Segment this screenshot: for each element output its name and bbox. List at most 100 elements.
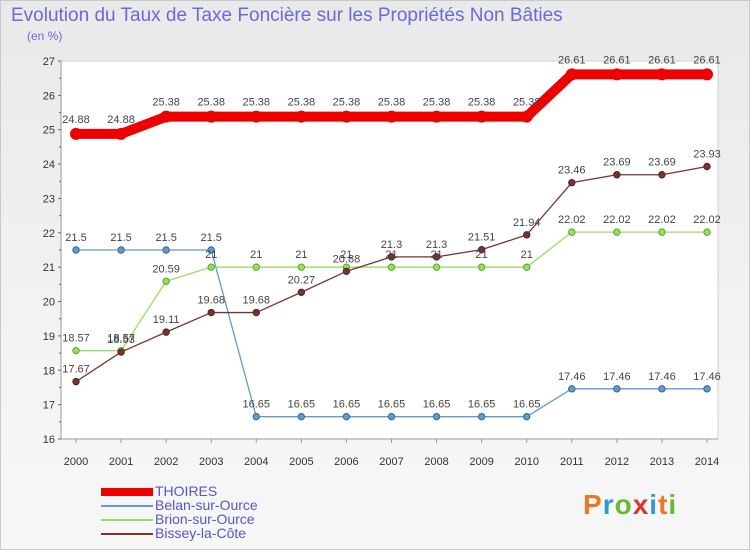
data-label: 25.38 <box>468 97 496 109</box>
data-label: 20.27 <box>288 274 316 286</box>
data-label: 26.61 <box>603 54 631 66</box>
data-point <box>117 348 125 356</box>
proxiti-logo[interactable]: Proxiti <box>583 489 677 521</box>
data-point <box>613 171 621 179</box>
data-point <box>658 385 666 393</box>
y-tick-label: 21 <box>43 262 55 274</box>
logo-letter: t <box>658 489 669 520</box>
data-point <box>477 263 486 271</box>
legend-swatch <box>101 505 153 507</box>
data-point <box>568 178 576 187</box>
x-tick-label: 2011 <box>560 456 584 468</box>
x-tick-label: 2012 <box>605 456 629 468</box>
data-point <box>250 110 263 123</box>
data-point <box>72 346 80 355</box>
data-point <box>297 263 306 271</box>
x-tick-label: 2001 <box>109 456 133 468</box>
data-label: 21.5 <box>65 232 86 244</box>
data-label: 22.02 <box>558 214 586 226</box>
data-point <box>523 231 531 239</box>
logo-letter: i <box>649 489 659 520</box>
y-tick-label: 23 <box>43 193 55 205</box>
data-label: 18.57 <box>62 333 90 345</box>
data-point <box>295 110 308 123</box>
data-label: 19.68 <box>197 295 225 307</box>
logo-letter: x <box>632 489 650 520</box>
data-point <box>252 412 260 421</box>
data-point <box>340 110 353 123</box>
data-label: 23.69 <box>648 157 676 169</box>
y-tick-label: 27 <box>43 56 55 68</box>
x-tick-label: 2003 <box>199 456 223 468</box>
data-label: 20.59 <box>152 263 180 275</box>
data-label: 16.65 <box>423 399 451 411</box>
data-label: 24.88 <box>62 114 90 126</box>
y-tick-label: 18 <box>43 365 55 377</box>
data-point <box>520 110 533 123</box>
data-point <box>655 68 668 81</box>
data-label: 19.11 <box>153 314 180 326</box>
data-point <box>523 412 531 421</box>
data-point <box>205 110 218 123</box>
legend-label: Brion-sur-Ource <box>155 511 255 527</box>
x-tick-label: 2004 <box>244 456 268 468</box>
data-label: 25.38 <box>288 97 316 109</box>
data-label: 25.38 <box>378 97 406 109</box>
logo-letter: P <box>583 489 603 520</box>
legend-swatch <box>101 488 153 496</box>
data-point <box>70 127 82 140</box>
data-point <box>387 412 396 421</box>
data-point <box>568 228 576 236</box>
data-point <box>610 68 623 81</box>
data-label: 23.46 <box>558 165 586 177</box>
data-point <box>115 127 128 140</box>
data-point <box>523 263 531 271</box>
data-point <box>432 263 441 271</box>
y-tick-label: 24 <box>43 159 55 171</box>
data-label: 24.88 <box>107 114 135 126</box>
data-point <box>432 412 441 421</box>
data-point <box>72 377 80 386</box>
data-label: 21.3 <box>426 239 447 251</box>
x-tick-label: 2014 <box>695 456 719 468</box>
data-point <box>252 263 260 271</box>
y-tick-label: 16 <box>43 434 55 446</box>
data-label: 25.38 <box>333 97 361 109</box>
data-point <box>385 110 398 123</box>
data-point <box>613 385 621 393</box>
data-label: 26.61 <box>558 54 586 66</box>
x-tick-label: 2009 <box>469 456 493 468</box>
data-point <box>701 68 713 81</box>
data-label: 21 <box>205 249 217 261</box>
data-label: 26.61 <box>648 54 676 66</box>
data-label: 22.02 <box>603 214 631 226</box>
y-tick-label: 20 <box>43 297 55 309</box>
data-label: 16.65 <box>243 399 271 411</box>
data-point <box>477 245 486 254</box>
y-tick-label: 25 <box>43 125 55 137</box>
data-point <box>162 328 170 336</box>
data-point <box>117 246 125 254</box>
x-tick-label: 2007 <box>379 456 403 468</box>
chart-title: Evolution du Taux de Taxe Foncière sur l… <box>11 5 563 26</box>
logo-letter: r <box>602 489 615 520</box>
data-point <box>387 253 396 261</box>
data-label: 23.69 <box>603 157 631 169</box>
legend-label: Belan-sur-Ource <box>155 497 258 513</box>
data-point <box>342 267 351 276</box>
logo-letter: o <box>614 489 633 520</box>
data-label: 16.65 <box>288 399 316 411</box>
data-point <box>568 385 576 393</box>
data-label: 16.65 <box>378 399 406 411</box>
data-label: 19.68 <box>243 295 271 307</box>
data-label: 17.46 <box>648 371 676 383</box>
chart-subtitle: (en %) <box>27 29 63 43</box>
data-label: 25.38 <box>243 97 271 109</box>
data-label: 17.46 <box>693 371 721 383</box>
data-label: 21 <box>250 249 262 261</box>
data-label: 16.65 <box>513 399 541 411</box>
data-point <box>72 246 80 254</box>
data-label: 21 <box>385 249 397 261</box>
data-point <box>613 228 621 236</box>
data-point <box>430 110 443 123</box>
